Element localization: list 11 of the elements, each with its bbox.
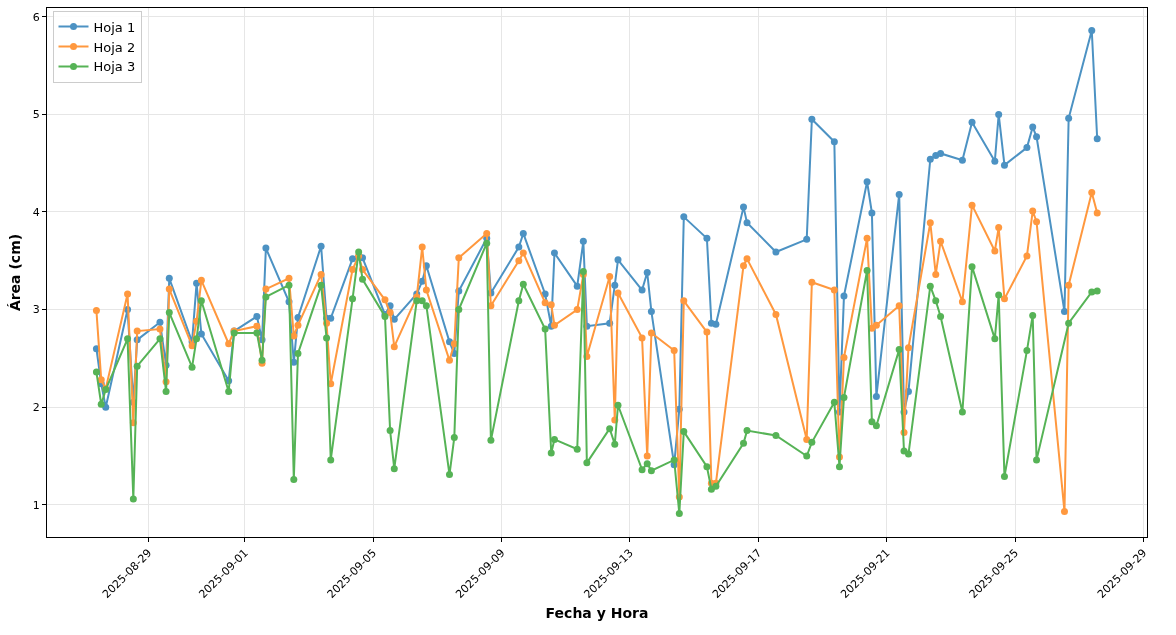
y-tick-label: 6 — [32, 10, 40, 24]
legend-label: Hoja 1 — [93, 19, 136, 35]
y-tick-label: 4 — [32, 205, 40, 219]
y-tick-label: 3 — [32, 303, 40, 317]
y-tick-label: 2 — [32, 401, 40, 415]
y-axis-title: Área (cm) — [7, 233, 24, 312]
y-tick-label: 5 — [32, 108, 40, 122]
x-axis-title: Fecha y Hora — [545, 605, 649, 622]
y-tick-label: 1 — [32, 498, 40, 512]
legend-label: Hoja 3 — [93, 59, 136, 75]
legend-label: Hoja 2 — [93, 39, 136, 55]
